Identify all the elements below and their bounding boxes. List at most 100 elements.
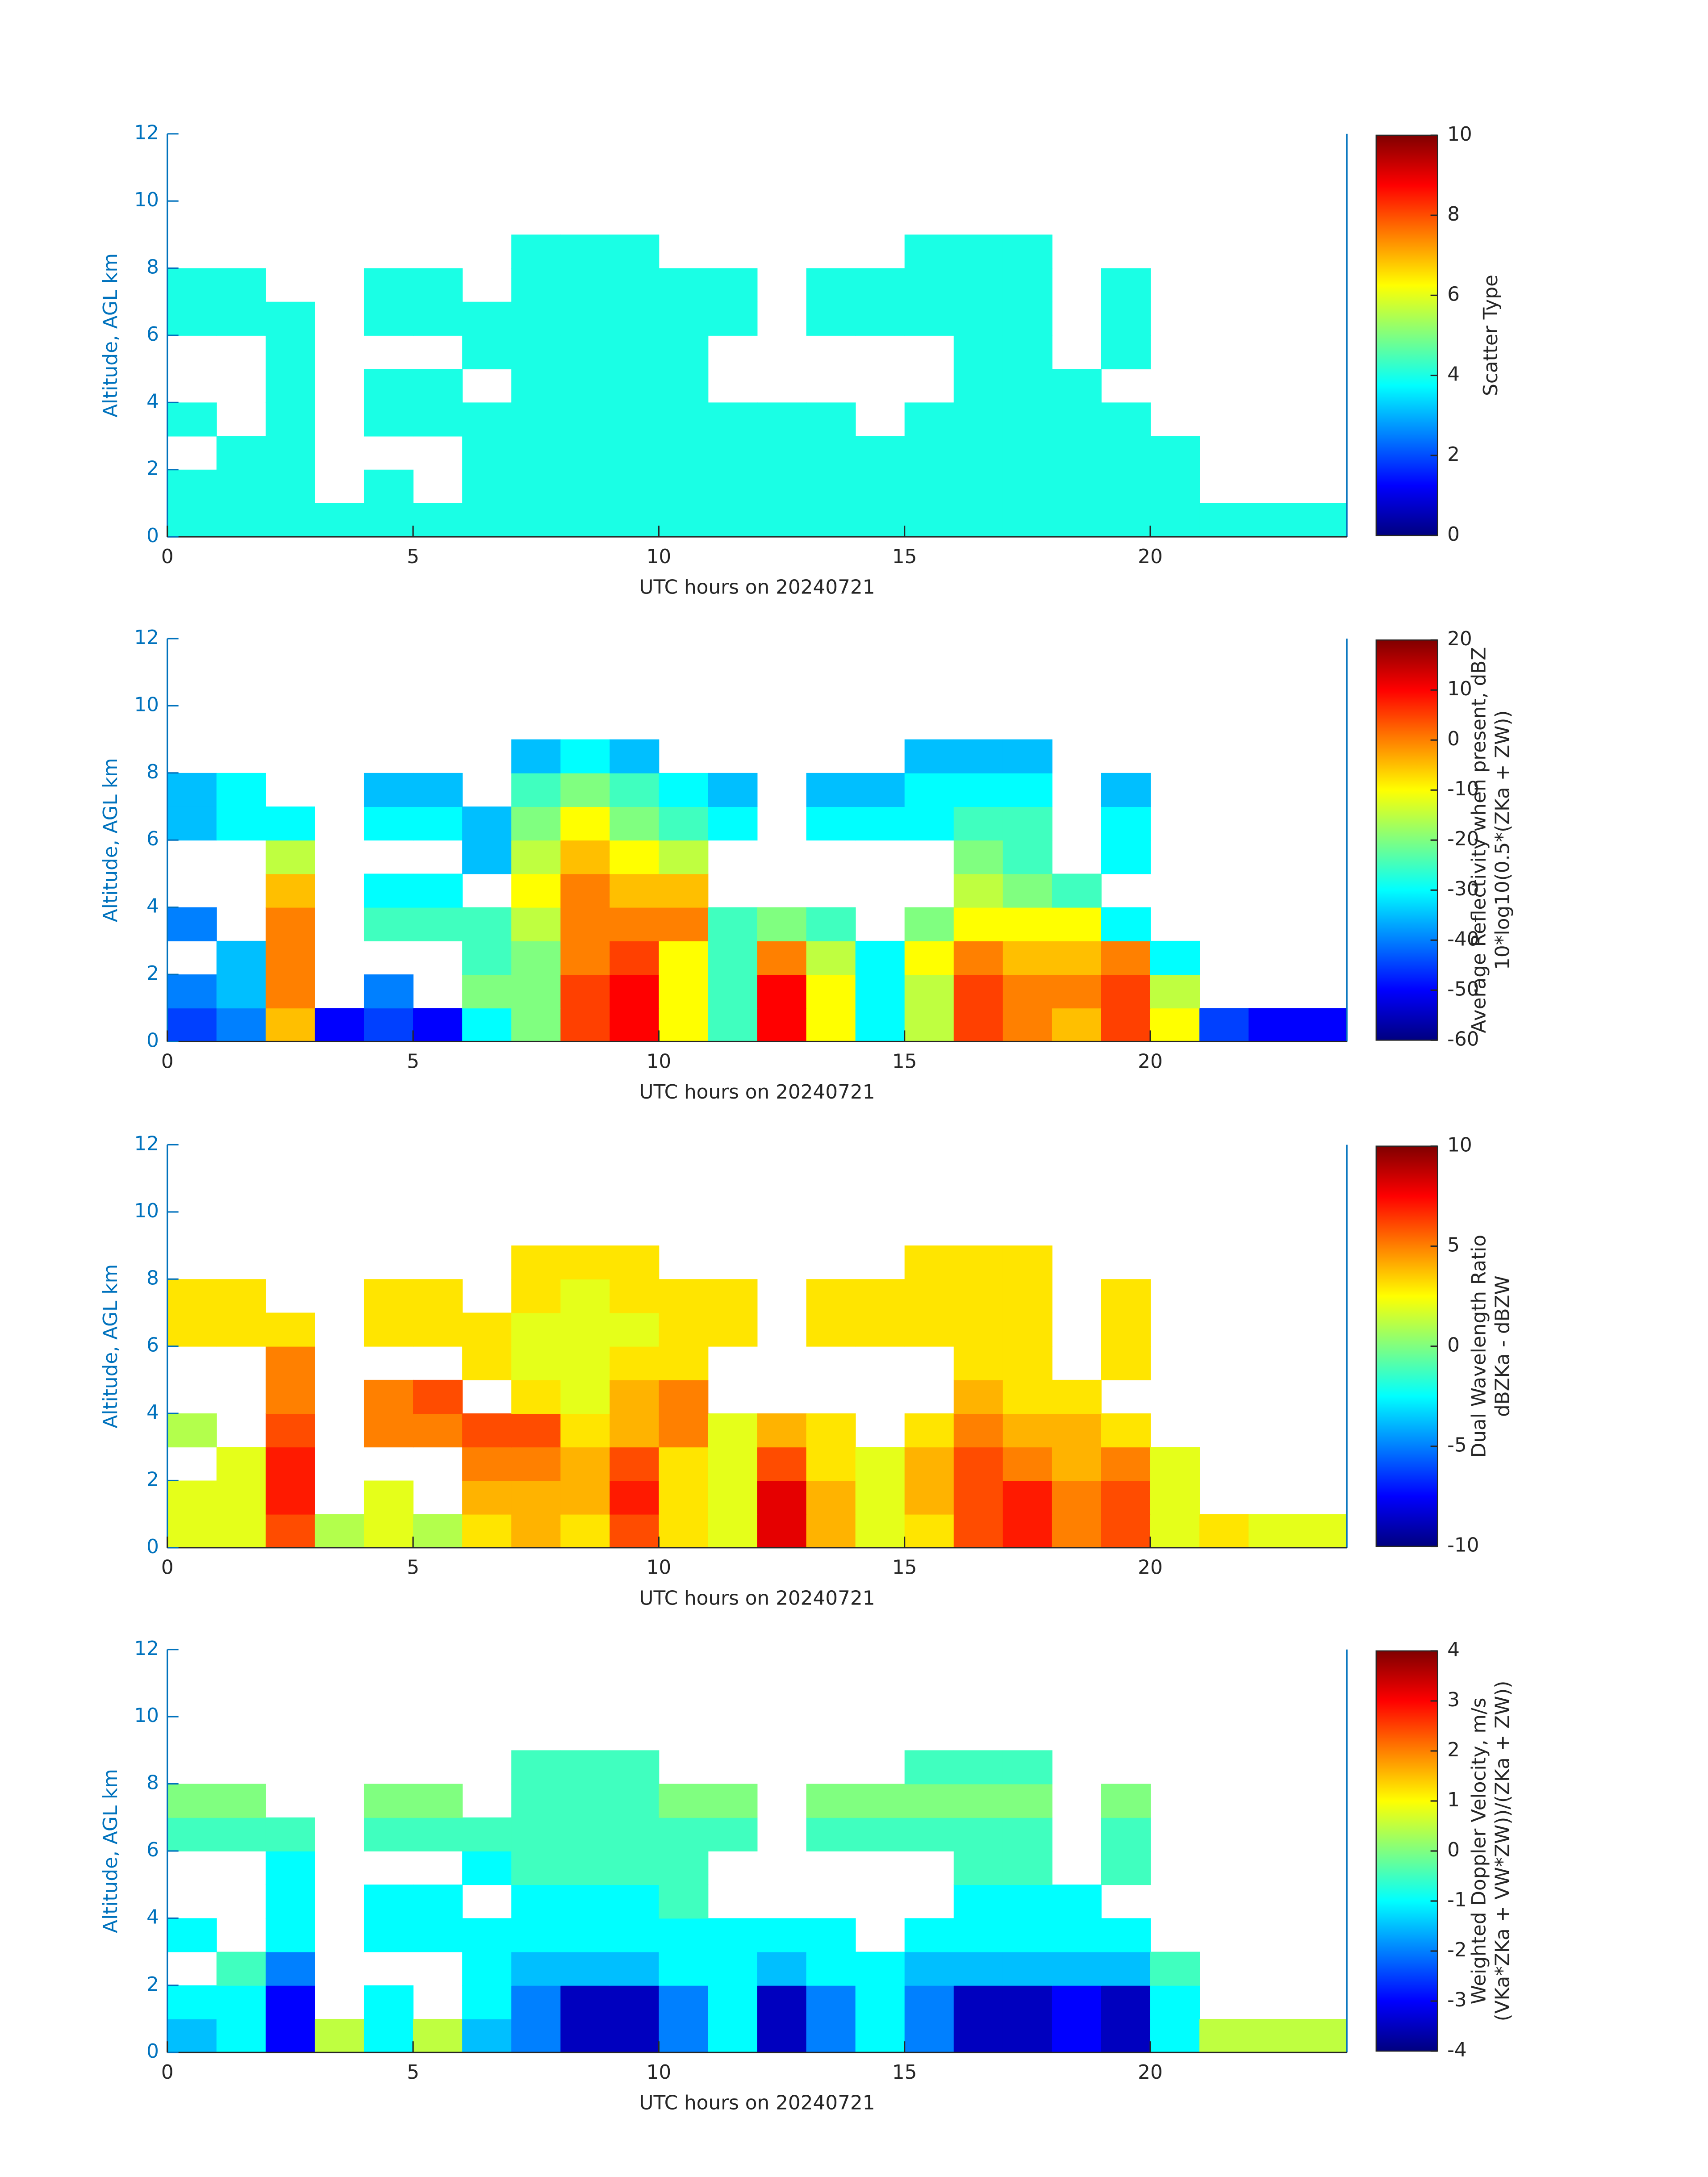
heatmap-cell: [462, 1985, 512, 2019]
colorbar-tick-label: 1: [1447, 1788, 1460, 1811]
heatmap-cell: [560, 907, 610, 941]
heatmap-cell: [855, 1784, 905, 1818]
heatmap-cell: [610, 1514, 660, 1548]
heatmap-cell: [806, 1918, 856, 1952]
heatmap-cell: [806, 469, 856, 504]
heatmap-cell: [757, 1413, 807, 1448]
heatmap-cell: [1101, 1312, 1151, 1347]
heatmap-cell: [757, 940, 807, 975]
heatmap-cell: [904, 773, 954, 807]
heatmap-cell: [610, 940, 660, 975]
heatmap-cell: [904, 1008, 954, 1042]
heatmap-cell: [610, 1951, 660, 1986]
heatmap-cell: [708, 402, 758, 437]
heatmap-cell: [953, 1008, 1003, 1042]
heatmap-cell: [806, 1480, 856, 1515]
heatmap-cell: [462, 1346, 512, 1380]
heatmap-cell: [560, 1413, 610, 1448]
heatmap-cell: [659, 1008, 709, 1042]
x-tick-label: 0: [161, 1556, 174, 1579]
heatmap-cell: [265, 1447, 315, 1481]
heatmap-cell: [265, 1951, 315, 1986]
y-tick-label: 6: [146, 827, 159, 850]
heatmap-cell: [659, 773, 709, 807]
heatmap-cell: [1052, 1480, 1102, 1515]
heatmap-cell: [1150, 974, 1200, 1009]
heatmap-cell: [560, 1817, 610, 1851]
heatmap-cell: [904, 1245, 954, 1280]
heatmap-cell: [1002, 840, 1052, 874]
heatmap-cell: [806, 1985, 856, 2019]
heatmap-cell: [1101, 1346, 1151, 1380]
heatmap-cell: [904, 268, 954, 302]
heatmap-cell: [511, 1413, 561, 1448]
heatmap-cell: [216, 773, 266, 807]
heatmap-cell: [659, 436, 709, 470]
heatmap-cell: [560, 469, 610, 504]
heatmap-cell: [560, 739, 610, 773]
heatmap-cell: [363, 1279, 413, 1313]
heatmap-cell: [413, 1008, 463, 1042]
heatmap-cell: [659, 873, 709, 908]
heatmap-cell: [216, 503, 266, 538]
x-tick-label: 5: [407, 1050, 419, 1073]
heatmap-cell: [167, 773, 217, 807]
y-tick-label: 10: [134, 1199, 159, 1222]
x-axis-label: UTC hours on 20240721: [639, 576, 875, 599]
heatmap-cell: [1150, 1447, 1200, 1481]
heatmap-cell: [511, 1514, 561, 1548]
heatmap-cell: [659, 1918, 709, 1952]
heatmap-cell: [1101, 1514, 1151, 1548]
heatmap-cell: [363, 268, 413, 302]
heatmap-cell: [1101, 974, 1151, 1009]
heatmap-cell: [953, 1951, 1003, 1986]
y-tick-label: 10: [134, 693, 159, 716]
heatmap-cell: [1052, 1951, 1102, 1986]
heatmap-cell: [167, 402, 217, 437]
heatmap-cell: [757, 1985, 807, 2019]
heatmap-cell: [904, 1447, 954, 1481]
heatmap-cell: [462, 1918, 512, 1952]
heatmap-cell: [708, 1279, 758, 1313]
heatmap-cell: [610, 1312, 660, 1347]
heatmap-cell: [560, 1480, 610, 1515]
heatmap-cell: [265, 1413, 315, 1448]
heatmap-cell: [610, 1279, 660, 1313]
heatmap-cell: [855, 806, 905, 841]
heatmap-cell: [855, 1514, 905, 1548]
heatmap-cell: [757, 2018, 807, 2053]
heatmap-cell: [610, 469, 660, 504]
heatmap-cell: [806, 1312, 856, 1347]
heatmap-cell: [1052, 369, 1102, 403]
x-tick-label: 0: [161, 2061, 174, 2084]
heatmap-cell: [855, 1447, 905, 1481]
heatmap-cell: [806, 2018, 856, 2053]
heatmap-cell: [363, 369, 413, 403]
heatmap-cell: [511, 1784, 561, 1818]
heatmap-cell: [904, 469, 954, 504]
heatmap-cell: [265, 335, 315, 370]
heatmap-cell: [855, 1312, 905, 1347]
heatmap-cell: [806, 436, 856, 470]
heatmap-cell: [1101, 1851, 1151, 1885]
y-tick-label: 2: [146, 1973, 159, 1996]
heatmap-cell: [1101, 469, 1151, 504]
heatmap-cell: [806, 1817, 856, 1851]
heatmap-cell: [1101, 1413, 1151, 1448]
heatmap-cell: [167, 1279, 217, 1313]
heatmap-cell: [610, 1480, 660, 1515]
heatmap-cell: [1002, 1346, 1052, 1380]
colorbar-tick-label: 2: [1447, 443, 1460, 466]
heatmap-cell: [1052, 402, 1102, 437]
heatmap-cell: [806, 974, 856, 1009]
heatmap-cell: [462, 1413, 512, 1448]
colorbar-tick-label: -10: [1447, 777, 1479, 800]
heatmap-cell: [1101, 335, 1151, 370]
x-tick-label: 20: [1138, 1050, 1163, 1073]
heatmap-cell: [1101, 1279, 1151, 1313]
heatmap-cell: [1002, 1951, 1052, 1986]
heatmap-cell: [167, 1817, 217, 1851]
heatmap-cell: [511, 234, 561, 269]
colorbar-tick-label: -40: [1447, 928, 1479, 950]
y-axis-label: Altitude, AGL km: [99, 1769, 122, 1933]
